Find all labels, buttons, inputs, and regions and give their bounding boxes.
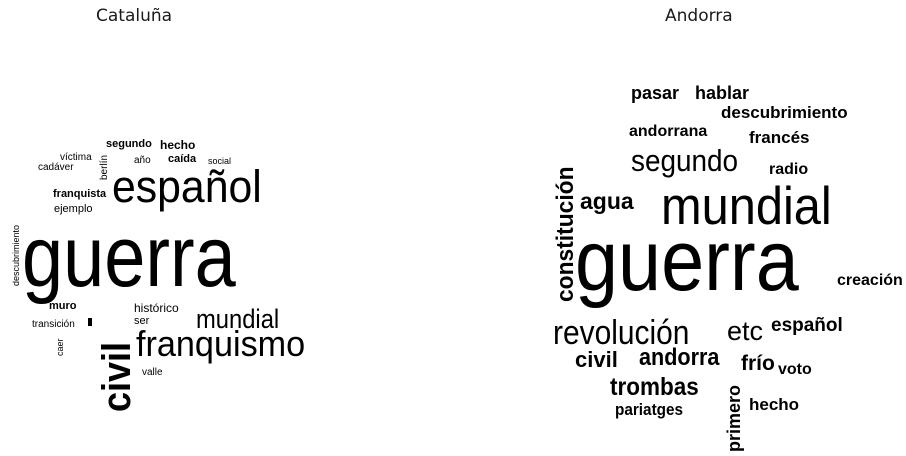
word-civil: civil [95, 341, 139, 412]
cloud-title: Andorra [665, 6, 733, 26]
word-pasar: pasar [631, 83, 680, 103]
word-victima: víctima [60, 152, 92, 163]
word-constitucion: constitución [552, 166, 579, 302]
word-cloud-cataluna: Cataluña guerra español civil franquismo… [0, 0, 440, 456]
word-caer: caer [55, 338, 65, 356]
word-caida: caída [168, 153, 197, 165]
word-agua: agua [580, 188, 634, 214]
word-hecho: hecho [749, 395, 800, 414]
word-guerra: guerra [22, 209, 236, 305]
word-ano: año [134, 155, 151, 166]
word-franquismo: franquismo [136, 323, 306, 364]
word-trombas: trombas [610, 373, 699, 401]
cloud-title: Cataluña [96, 6, 173, 26]
word-revolucion: revolución [553, 314, 690, 352]
word-berlin: berlín [99, 154, 110, 180]
word-transicion: transición [32, 319, 75, 330]
word-primero: primero [724, 384, 744, 452]
word-guerra: guerra [575, 213, 799, 309]
word-hablar: hablar [695, 83, 750, 103]
word-descubrimiento: descubrimiento [11, 224, 21, 286]
word-pariatges: pariatges [615, 400, 684, 419]
word-etc: etc [727, 316, 764, 346]
word-andorra: andorra [639, 344, 720, 371]
word-voto: voto [778, 361, 812, 378]
word-andorrana: andorrana [629, 123, 708, 140]
word-segundo: segundo [106, 138, 152, 150]
word-muro: muro [49, 300, 77, 312]
word-espanol: español [112, 161, 262, 212]
word-cloud-andorra: Andorra guerra mundial constitución segu… [453, 0, 906, 456]
word-radio: radio [769, 161, 809, 178]
word-espanol: español [771, 315, 843, 336]
word-mundial: mundial [661, 177, 832, 236]
word-franquista: franquista [53, 188, 107, 200]
word-hecho: hecho [160, 138, 196, 152]
word-cadaver: cadáver [38, 162, 74, 173]
word-segundo: segundo [631, 143, 739, 178]
word-frances: francés [749, 128, 810, 147]
word-creacion: creación [837, 272, 903, 289]
word-ser: ser [134, 315, 150, 327]
word-ejemplo: ejemplo [54, 203, 93, 215]
word-valle: valle [142, 367, 163, 378]
word-civil: civil [575, 347, 618, 372]
word-historico: histórico [134, 301, 179, 315]
word-mundial: mundial [196, 304, 280, 334]
word-descubrimiento: descubrimiento [721, 103, 848, 122]
word-frio: frío [741, 352, 775, 375]
dot-mark [88, 318, 92, 326]
word-social: social [208, 156, 232, 166]
